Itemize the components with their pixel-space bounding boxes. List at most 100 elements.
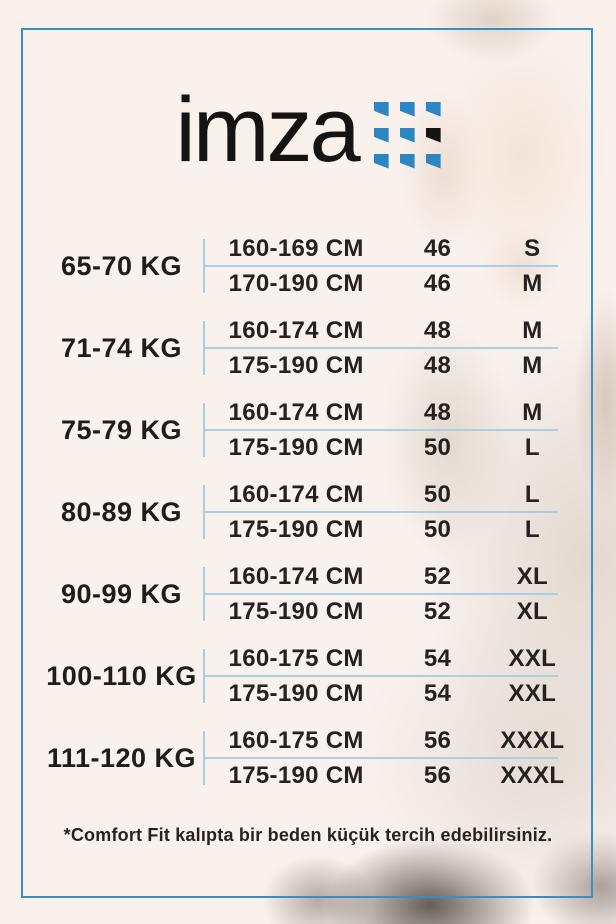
size-row: 160-175 CM 54 XXL <box>205 642 577 675</box>
height-range: 175-190 CM <box>228 679 364 707</box>
weight-range: 100-110 KG <box>46 660 197 691</box>
brand-logo-text: imza <box>175 79 360 181</box>
size-rows: 160-174 CM 48 M 175-190 CM 50 L <box>205 396 577 464</box>
letter-size: XL <box>516 562 548 590</box>
numeric-size: 56 <box>423 726 452 754</box>
letter-size: L <box>524 433 540 461</box>
logo-dot-icon <box>399 153 415 169</box>
numeric-size: 54 <box>423 644 452 672</box>
numeric-size: 50 <box>423 480 452 508</box>
numeric-size: 46 <box>423 269 452 297</box>
numeric-size: 56 <box>423 761 452 789</box>
height-range: 175-190 CM <box>228 433 364 461</box>
height-range: 160-174 CM <box>228 398 364 426</box>
size-rows: 160-175 CM 56 XXXL 175-190 CM 56 XXXL <box>205 724 577 792</box>
letter-size: XL <box>516 597 548 625</box>
letter-size: XXL <box>508 644 557 672</box>
logo-dot-icon <box>399 101 415 117</box>
size-group: 71-74 KG 160-174 CM 48 M 175-190 CM 48 M <box>40 314 577 382</box>
size-group: 100-110 KG 160-175 CM 54 XXL 175-190 CM … <box>40 642 577 710</box>
size-row: 175-190 CM 52 XL <box>205 595 577 628</box>
letter-size: M <box>522 351 543 379</box>
numeric-size: 50 <box>423 433 452 461</box>
weight-range: 90-99 KG <box>60 578 183 609</box>
height-range: 160-174 CM <box>228 316 364 344</box>
weight-range: 111-120 KG <box>46 742 197 773</box>
height-range: 170-190 CM <box>228 269 364 297</box>
divider-vertical <box>203 731 205 785</box>
logo-dots-grid-icon <box>373 101 441 169</box>
size-rows: 160-174 CM 48 M 175-190 CM 48 M <box>205 314 577 382</box>
size-rows: 160-169 CM 46 S 170-190 CM 46 M <box>205 232 577 300</box>
divider-vertical <box>203 239 205 293</box>
divider-vertical <box>203 321 205 375</box>
size-row: 160-169 CM 46 S <box>205 232 577 265</box>
numeric-size: 54 <box>423 679 452 707</box>
size-rows: 160-174 CM 52 XL 175-190 CM 52 XL <box>205 560 577 628</box>
letter-size: M <box>522 398 543 426</box>
size-row: 175-190 CM 50 L <box>205 431 577 464</box>
size-group: 75-79 KG 160-174 CM 48 M 175-190 CM 50 L <box>40 396 577 464</box>
height-range: 160-169 CM <box>228 234 364 262</box>
size-group: 80-89 KG 160-174 CM 50 L 175-190 CM 50 L <box>40 478 577 546</box>
weight-range: 80-89 KG <box>60 496 183 527</box>
divider-vertical <box>203 485 205 539</box>
size-group: 65-70 KG 160-169 CM 46 S 170-190 CM 46 M <box>40 232 577 300</box>
height-range: 175-190 CM <box>228 351 364 379</box>
size-group: 111-120 KG 160-175 CM 56 XXXL 175-190 CM… <box>40 724 577 792</box>
letter-size: M <box>522 269 543 297</box>
height-range: 160-174 CM <box>228 480 364 508</box>
numeric-size: 48 <box>423 398 452 426</box>
size-group: 90-99 KG 160-174 CM 52 XL 175-190 CM 52 … <box>40 560 577 628</box>
letter-size: XXL <box>508 679 557 707</box>
letter-size: XXXL <box>500 726 565 754</box>
size-row: 175-190 CM 50 L <box>205 513 577 546</box>
size-chart-table: 65-70 KG 160-169 CM 46 S 170-190 CM 46 M… <box>40 232 577 792</box>
logo-dot-icon <box>373 101 389 117</box>
logo-dot-icon <box>425 127 441 143</box>
decorative-frame <box>21 28 593 898</box>
logo-dot-icon <box>399 127 415 143</box>
divider-horizontal <box>205 593 559 595</box>
logo-dot-icon <box>373 127 389 143</box>
size-row: 160-175 CM 56 XXXL <box>205 724 577 757</box>
divider-horizontal <box>205 347 559 349</box>
comfort-fit-note: *Comfort Fit kalıpta bir beden küçük ter… <box>63 825 553 845</box>
divider-horizontal <box>205 429 559 431</box>
size-row: 175-190 CM 56 XXXL <box>205 759 577 792</box>
divider-horizontal <box>205 265 559 267</box>
letter-size: XXXL <box>500 761 565 789</box>
size-row: 175-190 CM 54 XXL <box>205 677 577 710</box>
height-range: 175-190 CM <box>228 515 364 543</box>
size-rows: 160-175 CM 54 XXL 175-190 CM 54 XXL <box>205 642 577 710</box>
divider-horizontal <box>205 511 559 513</box>
divider-horizontal <box>205 675 559 677</box>
letter-size: L <box>524 515 540 543</box>
numeric-size: 48 <box>423 351 452 379</box>
divider-vertical <box>203 403 205 457</box>
weight-range: 71-74 KG <box>60 332 183 363</box>
divider-horizontal <box>205 757 559 759</box>
logo-dot-icon <box>425 101 441 117</box>
height-range: 175-190 CM <box>228 597 364 625</box>
numeric-size: 52 <box>423 597 452 625</box>
size-rows: 160-174 CM 50 L 175-190 CM 50 L <box>205 478 577 546</box>
weight-range: 65-70 KG <box>60 250 183 281</box>
height-range: 160-175 CM <box>228 726 364 754</box>
size-row: 160-174 CM 48 M <box>205 396 577 429</box>
numeric-size: 52 <box>423 562 452 590</box>
logo-dot-icon <box>373 153 389 169</box>
letter-size: S <box>524 234 541 262</box>
letter-size: M <box>522 316 543 344</box>
size-row: 175-190 CM 48 M <box>205 349 577 382</box>
height-range: 175-190 CM <box>228 761 364 789</box>
height-range: 160-175 CM <box>228 644 364 672</box>
logo-dot-icon <box>425 153 441 169</box>
size-row: 160-174 CM 50 L <box>205 478 577 511</box>
size-row: 160-174 CM 52 XL <box>205 560 577 593</box>
numeric-size: 50 <box>423 515 452 543</box>
letter-size: L <box>524 480 540 508</box>
size-row: 160-174 CM 48 M <box>205 314 577 347</box>
divider-vertical <box>203 649 205 703</box>
